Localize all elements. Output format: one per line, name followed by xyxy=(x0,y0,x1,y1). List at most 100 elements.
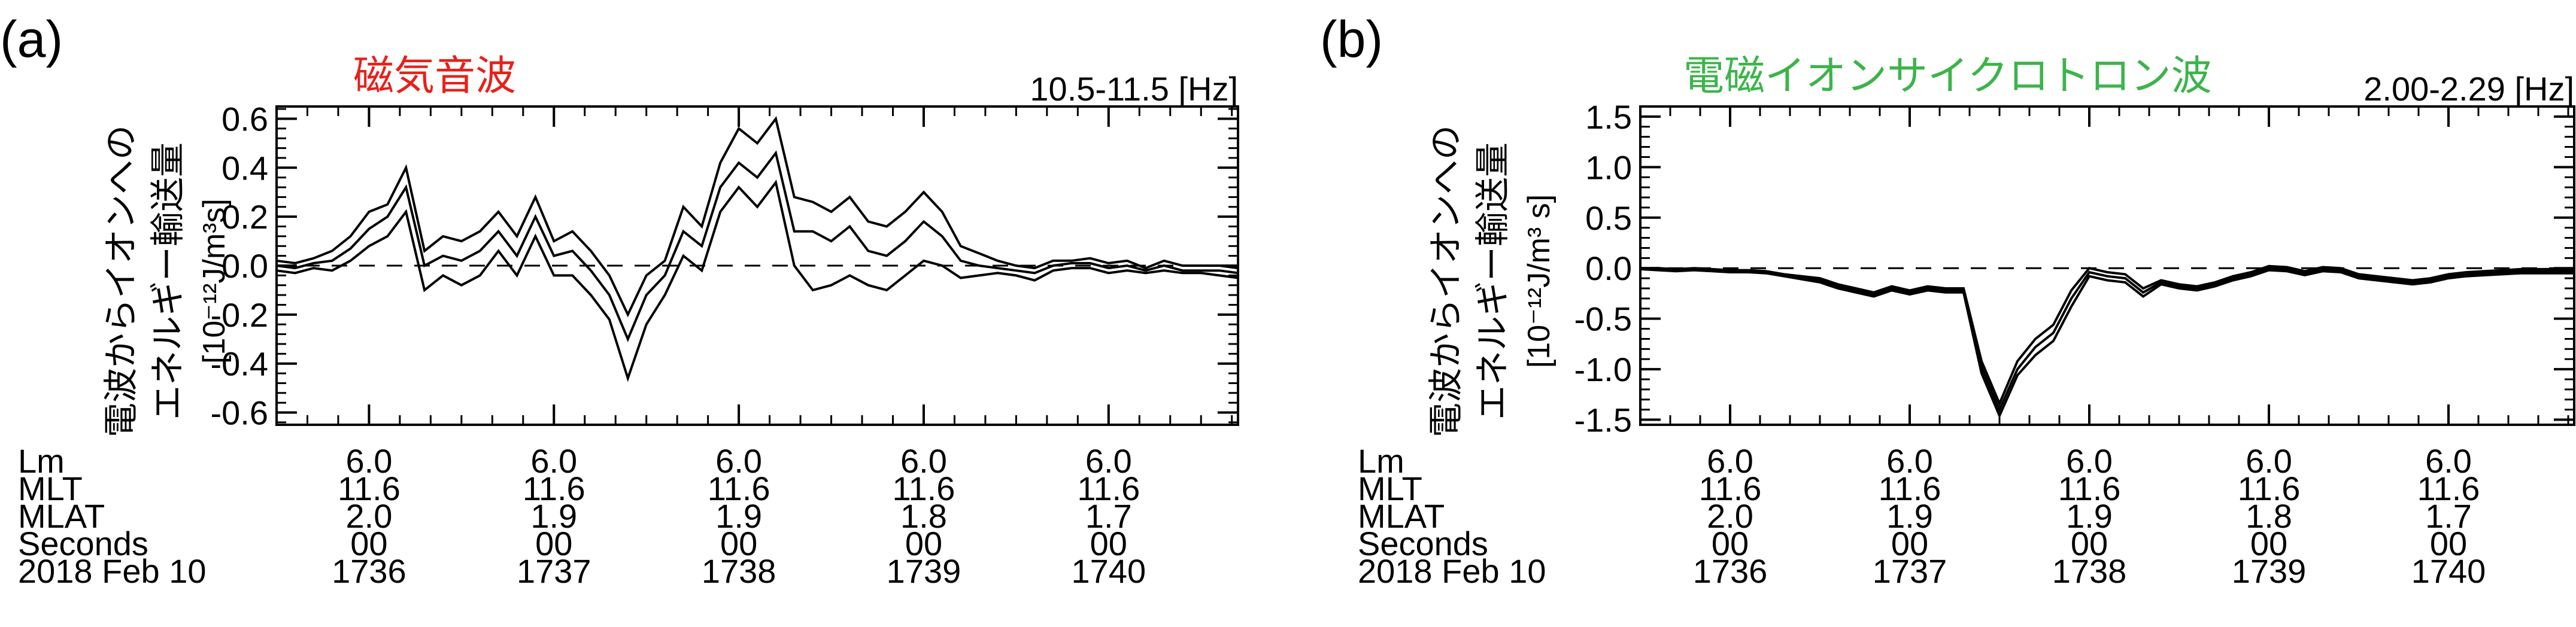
panel-a-ytick-label: 0.0 xyxy=(222,247,268,285)
panel-b-ephemeris-cell: 1740 xyxy=(2411,552,2486,590)
panel-b-series-line-2 xyxy=(1640,267,2574,413)
panel-a-ytick-label: 0.4 xyxy=(222,149,268,187)
panel-a-row-label: Lm xyxy=(18,442,65,480)
panel-b-ephemeris-cell: 1.9 xyxy=(2066,497,2113,535)
panel-b-plot-frame xyxy=(1639,105,2575,426)
panel-a-ephemeris-cell: 1740 xyxy=(1072,552,1146,590)
panel-a-ylabel-line1: 電波からイオンへの xyxy=(102,125,141,437)
panel-b-ephemeris-cell: 00 xyxy=(1712,525,1749,562)
panel-a-ephemeris-cell: 1736 xyxy=(332,552,406,590)
panel-b-series-line-3 xyxy=(1640,267,2574,419)
panel-b-ephemeris-cell: 11.6 xyxy=(2058,470,2121,507)
panel-b-ephemeris-cell: 1736 xyxy=(1693,552,1768,590)
panel-a: (a) 磁気音波 10.5-11.5 [Hz] 電波からイオンへの エネルギー輸… xyxy=(0,11,1239,590)
panel-b-ytick-label: 0.0 xyxy=(1585,249,1632,287)
panel-b-ephemeris-cell: 1738 xyxy=(2052,552,2127,590)
panel-a-row-label: Seconds xyxy=(18,525,148,562)
panel-a-label: (a) xyxy=(0,11,63,68)
panel-b-label: (b) xyxy=(1320,11,1383,68)
panel-a-ephemeris-cell: 1.7 xyxy=(1085,497,1132,535)
panel-b-ytick-label: 1.0 xyxy=(1585,148,1632,186)
panel-b-row-label: MLAT xyxy=(1358,497,1445,535)
panel-b-ephemeris-cell: 11.6 xyxy=(2238,470,2301,507)
panel-a-ephemeris-cell: 6.0 xyxy=(900,442,947,480)
panel-b-ephemeris-cell: 6.0 xyxy=(1886,442,1933,480)
panel-a-ephemeris-cell: 00 xyxy=(720,525,757,562)
panel-a-ephemeris-cell: 1737 xyxy=(517,552,591,590)
panel-a-ephemeris-cell: 1.9 xyxy=(530,497,577,535)
panel-b-ephemeris-cell: 11.6 xyxy=(1879,470,1941,507)
panel-a-ephemeris-cell: 00 xyxy=(905,525,942,562)
panel-a-ephemeris-cell: 11.6 xyxy=(1077,470,1140,507)
panel-a-frequency: 10.5-11.5 [Hz] xyxy=(1030,70,1238,108)
panel-b-ylabel-line2: エネルギー輸送量 xyxy=(1473,142,1512,420)
panel-a-ephemeris-cell: 00 xyxy=(535,525,572,562)
panel-b-title: 電磁イオンサイクロトロン波 xyxy=(1683,53,2212,99)
panel-a-ephemeris-cell: 11.6 xyxy=(338,470,400,507)
panel-a-series-line-1 xyxy=(276,115,1239,318)
panel-b-ytick-label: 0.5 xyxy=(1585,199,1632,237)
panel-a-ephemeris-cell: 6.0 xyxy=(345,442,392,480)
panel-b-ephemeris-cell: 6.0 xyxy=(1707,442,1753,480)
panel-b-ytick-label: -0.5 xyxy=(1574,300,1633,338)
panel-a-ephemeris-cell: 6.0 xyxy=(1085,442,1132,480)
panel-b-ytick-label: 1.5 xyxy=(1585,98,1632,136)
panel-a-ephemeris-cell: 11.6 xyxy=(523,470,585,507)
panel-a-ephemeris-cell: 00 xyxy=(1090,525,1127,562)
panel-b-row-label: 2018 Feb 10 xyxy=(1358,552,1546,590)
panel-a-ytick-label: -0.4 xyxy=(211,345,269,383)
panel-b-series-line-1 xyxy=(1640,264,2574,407)
panel-b-ephemeris-cell: 1.9 xyxy=(1886,497,1933,535)
panel-b-ephemeris-cell: 1739 xyxy=(2232,552,2307,590)
panel-b-ephemeris-cell: 00 xyxy=(2071,525,2108,562)
panel-b-ytick-label: -1.5 xyxy=(1574,401,1633,439)
panel-b-ephemeris-cell: 1737 xyxy=(1873,552,1947,590)
panel-a-row-label: 2018 Feb 10 xyxy=(18,552,206,590)
panel-a-row-label: MLAT xyxy=(18,497,105,535)
panel-b-ephemeris-cell: 1.7 xyxy=(2425,497,2472,535)
panel-a-ytick-label: -0.6 xyxy=(211,394,269,432)
panel-a-ephemeris-cell: 11.6 xyxy=(708,470,770,507)
panel-a-ephemeris-cell: 1738 xyxy=(702,552,776,590)
panel-b-ephemeris-cell: 00 xyxy=(2430,525,2467,562)
panel-b-ylabel-line1: 電波からイオンへの xyxy=(1427,125,1466,437)
panel-b-ytick-label: -1.0 xyxy=(1574,351,1633,388)
panel-a-ylabel-unit: [10⁻¹²J/m³s] xyxy=(197,199,232,364)
panel-a-ephemeris-cell: 1.9 xyxy=(715,497,762,535)
panel-a-ephemeris-cell: 00 xyxy=(350,525,387,562)
panel-b-ephemeris-cell: 1.8 xyxy=(2246,497,2292,535)
panel-b-row-label: Lm xyxy=(1358,442,1404,480)
panel-b-ephemeris-cell: 6.0 xyxy=(2246,442,2292,480)
panel-a-title: 磁気音波 xyxy=(353,53,516,99)
panel-a-ytick-label: 0.6 xyxy=(222,100,268,138)
panel-a-series-line-3 xyxy=(276,179,1239,382)
panel-a-series-line-2 xyxy=(276,150,1239,342)
panel-a-ephemeris-cell: 6.0 xyxy=(715,442,762,480)
panel-b-plot: 1.5 1.0 0.5 0.0 -0.5 -1.0 -1.5 xyxy=(1574,98,2575,439)
panel-b-row-label: MLT xyxy=(1358,470,1422,507)
panel-a-ephemeris-cell: 1.8 xyxy=(900,497,947,535)
panel-b-frequency: 2.00-2.29 [Hz] xyxy=(2363,70,2574,108)
panel-b-row-label: Seconds xyxy=(1358,525,1488,562)
panel-a-ylabel-line2: エネルギー輸送量 xyxy=(148,142,187,420)
panel-a-ytick-label: 0.2 xyxy=(222,198,268,236)
panel-b-ephemeris-cell: 2.0 xyxy=(1707,497,1753,535)
panel-a-row-label: MLT xyxy=(18,470,83,507)
panel-a-ephemeris-cell: 1739 xyxy=(887,552,961,590)
panel-a-plot: 0.6 0.4 0.2 0.0 -0.2 -0.4 -0.6 xyxy=(211,100,1239,432)
panel-b-ephemeris-cell: 11.6 xyxy=(2417,470,2480,507)
panel-b-ylabel-unit: [10⁻¹²J/m³ s] xyxy=(1522,194,1556,368)
panel-b: (b) 電磁イオンサイクロトロン波 2.00-2.29 [Hz] 電波からイオン… xyxy=(1320,11,2575,590)
panel-b-ephemeris-cell: 00 xyxy=(2250,525,2287,562)
panel-a-ytick-label: -0.2 xyxy=(211,296,269,334)
panel-b-ephemeris-cell: 6.0 xyxy=(2066,442,2113,480)
panel-b-ephemeris-cell: 6.0 xyxy=(2425,442,2472,480)
panel-a-ephemeris-cell: 2.0 xyxy=(345,497,392,535)
panel-b-ephemeris-cell: 11.6 xyxy=(1699,470,1762,507)
panel-a-ephemeris-cell: 11.6 xyxy=(893,470,955,507)
panel-b-ephemeris-cell: 00 xyxy=(1891,525,1928,562)
